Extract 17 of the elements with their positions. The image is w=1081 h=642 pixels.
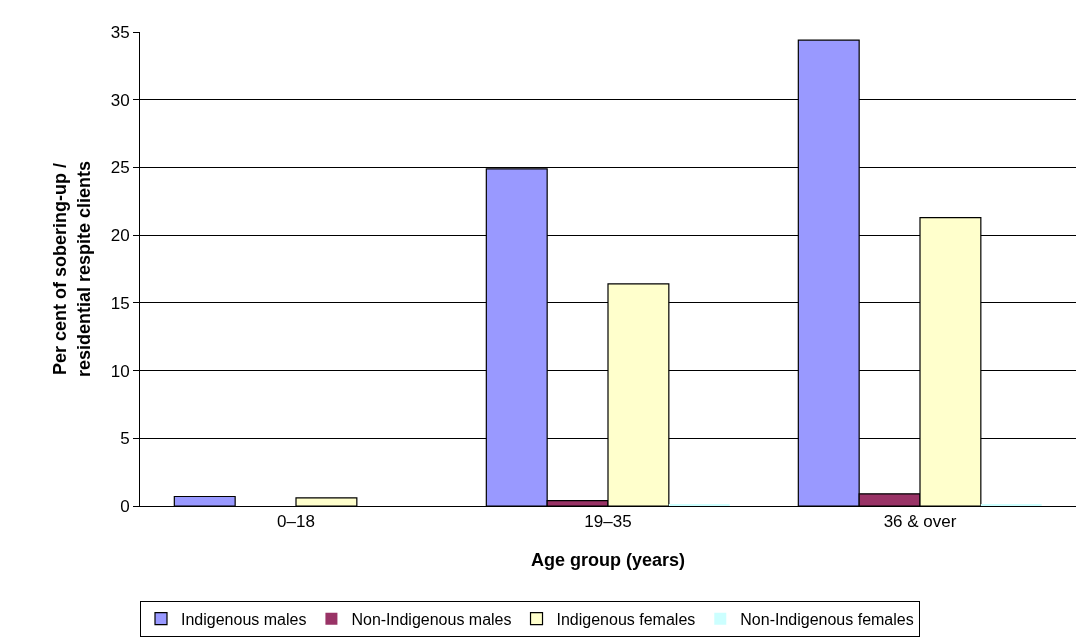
- x-tick-label: 0–18: [277, 512, 315, 532]
- y-tick-label: 5: [120, 429, 130, 449]
- y-tick-label: 0: [120, 496, 130, 516]
- legend-label: Indigenous males: [181, 610, 307, 628]
- y-axis-title: Per cent of sobering-up / residential respite clients: [50, 160, 94, 378]
- legend-label: Non-Indigenous females: [740, 610, 914, 628]
- y-tick-label: 15: [110, 293, 130, 313]
- y-tick-label: 30: [110, 90, 130, 110]
- y-tick-label: 25: [110, 158, 130, 178]
- y-tick-label: 20: [110, 226, 130, 246]
- x-tick-label: 19–35: [584, 512, 632, 532]
- x-tick-label: 36 & over: [883, 512, 957, 532]
- legend-label: Non-Indigenous males: [351, 610, 512, 628]
- y-tick-label: 10: [110, 361, 130, 381]
- x-axis-title: Age group (years): [530, 549, 686, 570]
- y-tick-label: 35: [110, 22, 130, 42]
- legend-label: Indigenous females: [556, 610, 696, 628]
